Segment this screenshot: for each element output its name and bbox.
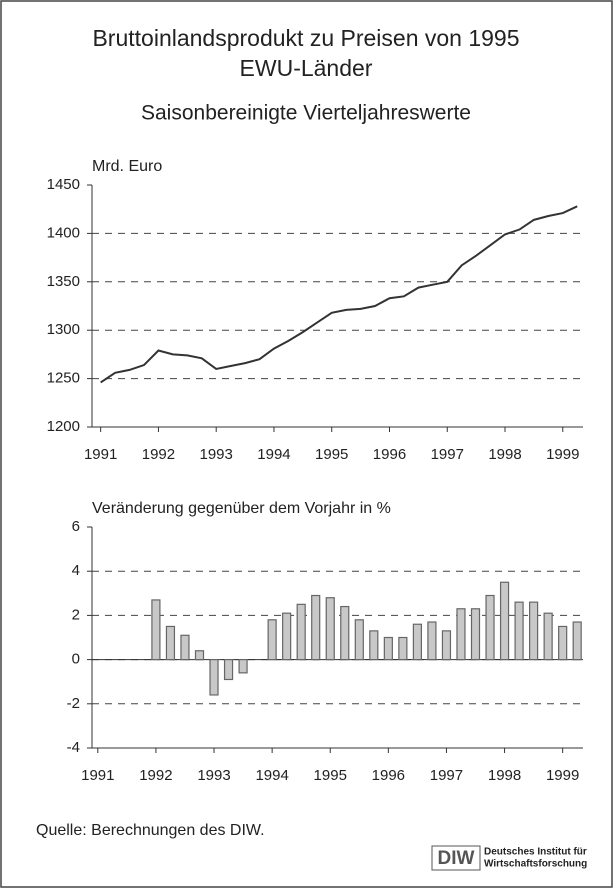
- logo-box: [431, 845, 481, 871]
- bar: [369, 630, 379, 661]
- bar: [558, 625, 568, 661]
- x-tick-label: 1991: [84, 446, 117, 463]
- x-tick-label: 1995: [314, 767, 347, 784]
- x-tick-label: 1997: [431, 446, 464, 463]
- y-tick-label: 4: [72, 562, 80, 579]
- bar: [529, 601, 539, 661]
- bar: [151, 599, 161, 661]
- y-tick-label: -2: [67, 695, 80, 712]
- x-tick-label: 1992: [139, 767, 172, 784]
- data-line: [100, 205, 578, 384]
- x-tick-label: 1993: [200, 446, 233, 463]
- bar: [311, 594, 321, 661]
- source: Quelle: Berechnungen des DIW.: [36, 822, 265, 839]
- y-tick-label: 0: [72, 651, 80, 668]
- y-axis-label: Mrd. Euro: [92, 158, 162, 175]
- bar: [296, 603, 306, 661]
- x-tick-label: 1994: [255, 767, 288, 784]
- x-tick-label: 1996: [373, 446, 406, 463]
- x-tick-label: 1991: [81, 767, 114, 784]
- bar: [427, 621, 437, 661]
- y-tick-label: -4: [67, 739, 80, 756]
- bar: [223, 658, 234, 681]
- bar: [383, 636, 393, 661]
- x-tick-label: 1997: [430, 767, 463, 784]
- title-line: Bruttoinlandsprodukt zu Preisen von 1995: [92, 25, 519, 51]
- y-tick-label: 6: [72, 518, 80, 535]
- bar: [543, 612, 553, 661]
- bar: [499, 581, 510, 661]
- bar: [572, 621, 582, 661]
- y-tick-label: 2: [72, 606, 80, 623]
- x-tick-label: 1999: [546, 446, 579, 463]
- logo-text: Deutsches Institut für: [484, 847, 587, 858]
- subtitle: Saisonbereinigte Vierteljahreswerte: [141, 102, 471, 125]
- y-tick-label: 1450: [47, 176, 80, 193]
- y-tick-label: 1300: [47, 321, 80, 338]
- y-tick-label: 1400: [47, 224, 80, 241]
- x-tick-label: 1998: [488, 767, 521, 784]
- bar: [165, 625, 176, 661]
- bar: [209, 658, 219, 696]
- bar: [514, 601, 524, 661]
- bar: [441, 630, 452, 661]
- bar: [325, 597, 335, 661]
- y-tick-label: 1250: [47, 370, 80, 387]
- bar: [340, 605, 350, 661]
- y-tick-label: 1350: [47, 273, 80, 290]
- y-tick-label: 1200: [47, 418, 80, 435]
- x-tick-label: 1994: [257, 446, 290, 463]
- x-tick-label: 1995: [315, 446, 348, 463]
- bar: [456, 608, 466, 661]
- bar: [412, 623, 422, 661]
- bar: [282, 612, 292, 661]
- bar: [267, 619, 277, 661]
- logo-text: Wirtschaftsforschung: [484, 859, 587, 870]
- y-axis-label: Veränderung gegenüber dem Vorjahr in %: [92, 500, 391, 517]
- logo-mark: DIW: [438, 848, 475, 869]
- bar: [485, 594, 495, 661]
- bar: [398, 636, 408, 661]
- x-tick-label: 1996: [372, 767, 405, 784]
- x-tick-label: 1992: [142, 446, 175, 463]
- x-tick-label: 1999: [546, 767, 579, 784]
- x-tick-label: 1993: [197, 767, 230, 784]
- bar: [354, 619, 364, 661]
- bar: [180, 634, 190, 661]
- bar: [238, 658, 248, 674]
- bar: [470, 608, 481, 661]
- bar: [194, 650, 205, 661]
- title-line: EWU-Länder: [240, 55, 373, 81]
- x-tick-label: 1998: [488, 446, 521, 463]
